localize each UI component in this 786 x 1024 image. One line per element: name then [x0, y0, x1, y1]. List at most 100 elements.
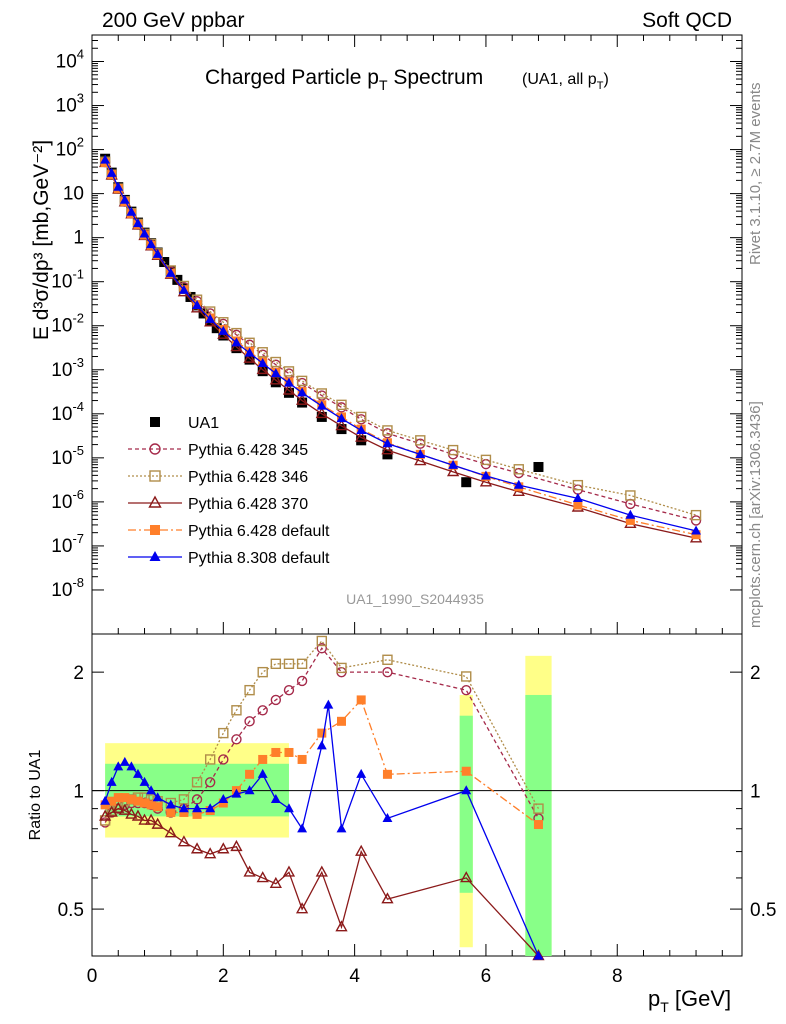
ratio-point	[282, 865, 296, 877]
chart-title: Charged Particle pT Spectrum	[205, 66, 483, 93]
y-tick-label: 10-1	[51, 267, 84, 293]
ratio-point	[381, 892, 394, 904]
ratio-point	[460, 871, 473, 883]
legend-label: Pythia 6.428 370	[188, 496, 308, 513]
ratio-panel-frame	[91, 633, 743, 957]
header-left: 200 GeV ppbar	[102, 9, 244, 32]
ratio-point	[139, 776, 150, 786]
ratio-point	[153, 802, 163, 812]
ratio-point	[204, 754, 216, 765]
legend-item: UA1	[150, 415, 219, 432]
main-point	[382, 425, 393, 436]
ratio-point	[270, 694, 282, 706]
main-series-ua1	[100, 153, 544, 488]
x-tick-label: 6	[481, 966, 492, 987]
mcplots-label: mcplots.cern.ch [arXiv:1306.3436]	[747, 401, 764, 628]
main-point	[218, 325, 229, 335]
ratio-point	[461, 785, 472, 795]
main-panel-frame	[91, 34, 743, 635]
chart-title-note: (UA1, all pT)	[522, 71, 609, 92]
main-point	[270, 368, 281, 378]
ratio-y-tick-label: 0.5	[58, 900, 84, 921]
legend-marker	[150, 525, 160, 535]
y-tick-label: 102	[56, 135, 84, 161]
ratio-point	[382, 666, 393, 678]
ratio-point	[284, 747, 294, 757]
legend-label: Pythia 6.428 default	[188, 523, 330, 540]
ratio-line	[104, 647, 540, 823]
main-point	[295, 393, 309, 405]
ratio-series-pythia-8-308-default	[100, 699, 544, 960]
analysis-id: UA1_1990_S2044935	[346, 591, 484, 607]
ratio-point	[133, 796, 143, 806]
ratio-point	[100, 795, 111, 805]
main-point	[205, 313, 216, 323]
legend-marker	[149, 551, 161, 561]
ratio-point	[283, 658, 295, 670]
main-point	[625, 509, 636, 519]
legend-marker	[149, 470, 161, 482]
main-point	[573, 500, 583, 510]
main-point	[625, 490, 636, 501]
ratio-point	[231, 734, 242, 745]
main-series-layer	[98, 153, 703, 543]
ratio-point	[316, 643, 327, 654]
main-point	[382, 438, 393, 448]
ratio-band-3	[459, 715, 473, 893]
legend-marker	[148, 495, 162, 508]
chart-title-main: Charged Particle p	[205, 66, 379, 89]
ratio-y-tick-label-right: 0.5	[750, 900, 776, 921]
ratio-point	[231, 705, 242, 716]
x-tick-label: 0	[87, 966, 98, 987]
legend-label: Pythia 8.308 default	[188, 550, 330, 567]
ratio-point	[106, 776, 117, 786]
main-point	[335, 419, 348, 431]
ratio-point	[113, 761, 124, 771]
y-tick-label: 10-8	[51, 575, 84, 601]
main-point	[691, 530, 701, 540]
main-line	[104, 161, 697, 522]
ratio-point	[244, 716, 255, 727]
ratio-point	[356, 695, 366, 705]
ratio-point	[269, 876, 282, 889]
ratio-point	[270, 793, 281, 803]
axis-ticks: 10410310210110-110-210-310-410-510-610-7…	[51, 34, 776, 987]
main-point	[283, 387, 294, 398]
main-point	[231, 337, 242, 347]
legend-marker	[150, 417, 160, 427]
main-point	[533, 461, 544, 472]
ratio-point	[165, 799, 176, 809]
main-series-pythia-8-308-default	[100, 154, 701, 535]
ratio-point	[146, 800, 156, 810]
ratio-point	[144, 813, 158, 825]
ratio-point	[382, 654, 393, 665]
main-point	[256, 362, 269, 375]
ratio-point	[218, 798, 228, 808]
y-tick-label: 103	[56, 91, 84, 117]
chart-title-sub: T	[379, 77, 388, 93]
ratio-point	[243, 865, 256, 877]
ratio-point	[218, 793, 229, 803]
y-tick-label: 10-4	[51, 399, 84, 425]
ratio-point	[317, 728, 327, 738]
main-point	[244, 354, 255, 365]
main-point	[284, 377, 294, 387]
ratio-line	[104, 807, 539, 957]
main-point	[355, 430, 368, 442]
main-point	[355, 411, 367, 423]
x-axis-label: pT [GeV]	[648, 986, 731, 1015]
ratio-point	[461, 671, 472, 682]
main-point	[257, 357, 268, 367]
ratio-point	[204, 777, 216, 788]
legend-item: Pythia 6.428 346	[128, 469, 308, 486]
ratio-point	[152, 792, 163, 802]
main-point	[415, 435, 426, 446]
ratio-point	[382, 812, 393, 822]
ratio-point	[245, 769, 255, 779]
ratio-point	[100, 800, 110, 810]
ratio-point	[218, 727, 229, 739]
chart-title-tail: Spectrum	[388, 66, 484, 89]
header-right: Soft QCD	[642, 9, 732, 32]
ratio-point	[297, 823, 308, 833]
main-point	[461, 477, 472, 488]
